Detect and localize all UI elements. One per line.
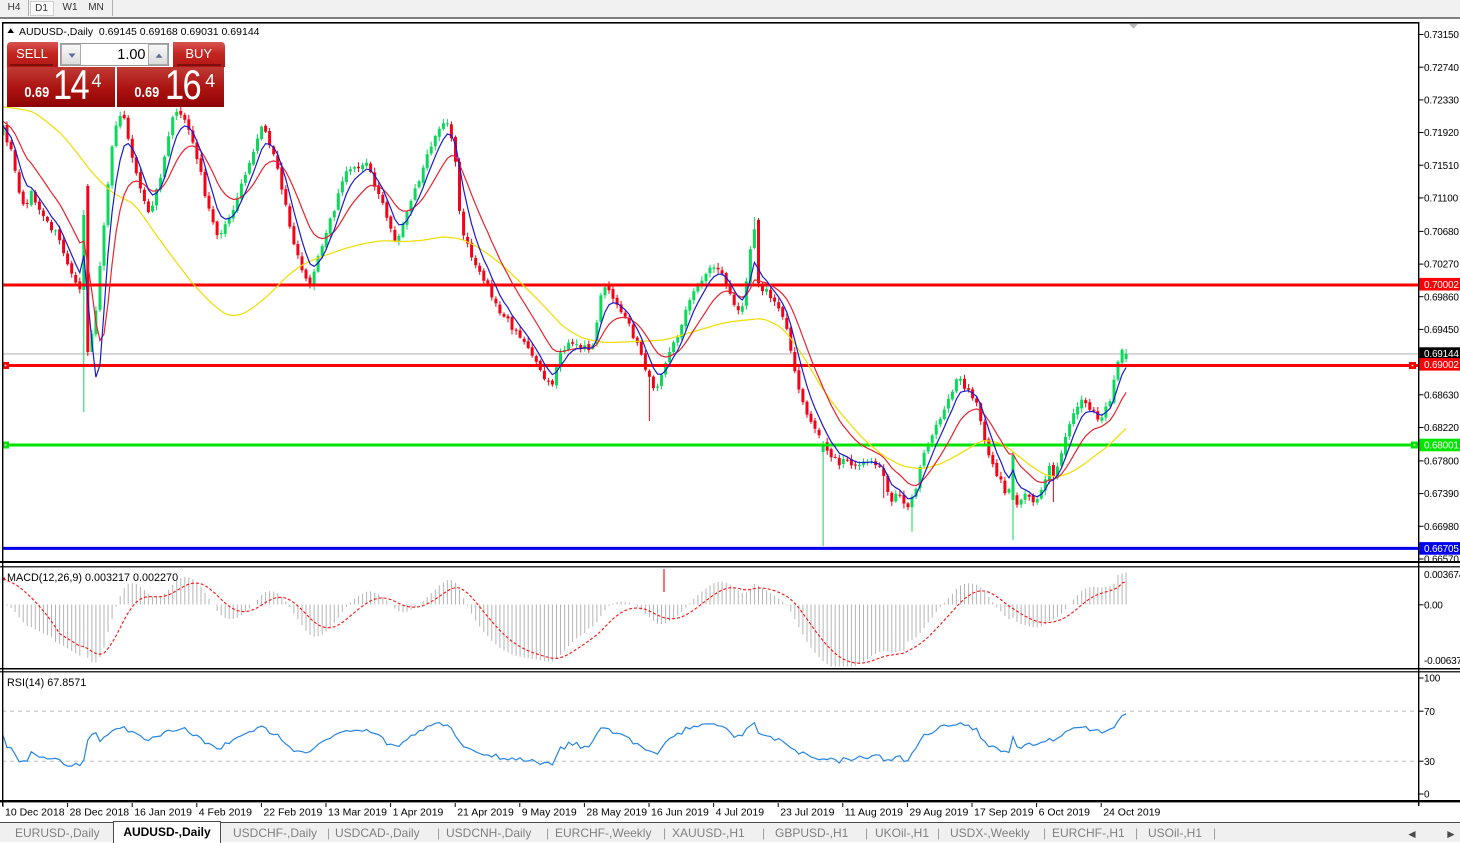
svg-text:0.67390: 0.67390	[1424, 489, 1459, 500]
svg-text:30: 30	[1424, 757, 1435, 768]
svg-text:6 Oct 2019: 6 Oct 2019	[1039, 807, 1091, 819]
svg-text:0.69002: 0.69002	[1424, 360, 1459, 371]
svg-text:17 Sep 2019: 17 Sep 2019	[974, 807, 1034, 819]
svg-text:4 Feb 2019: 4 Feb 2019	[199, 807, 252, 819]
svg-text:9 May 2019: 9 May 2019	[522, 807, 577, 819]
svg-text:0.70002: 0.70002	[1424, 280, 1459, 291]
svg-text:-0.006378: -0.006378	[1424, 656, 1460, 667]
svg-text:70: 70	[1424, 707, 1435, 718]
svg-text:0.68220: 0.68220	[1424, 423, 1459, 434]
svg-text:0: 0	[1424, 790, 1430, 801]
svg-text:0.71510: 0.71510	[1424, 161, 1459, 172]
svg-text:0.68001: 0.68001	[1424, 441, 1459, 452]
svg-text:0.66570: 0.66570	[1424, 555, 1459, 566]
svg-text:24 Oct 2019: 24 Oct 2019	[1103, 807, 1160, 819]
svg-text:0.68630: 0.68630	[1424, 390, 1459, 401]
svg-text:0.71100: 0.71100	[1424, 194, 1459, 205]
svg-text:13 Mar 2019: 13 Mar 2019	[328, 807, 387, 819]
svg-text:MACD(12,26,9) 0.003217 0.00227: MACD(12,26,9) 0.003217 0.002270	[7, 572, 178, 584]
svg-text:0.66980: 0.66980	[1424, 522, 1459, 533]
svg-text:28 Dec 2018: 28 Dec 2018	[70, 807, 130, 819]
svg-text:100: 100	[1424, 674, 1441, 685]
svg-text:0.71920: 0.71920	[1424, 128, 1459, 139]
svg-text:0.003674: 0.003674	[1424, 570, 1460, 581]
svg-text:0.70270: 0.70270	[1424, 260, 1459, 271]
svg-text:16 Jun 2019: 16 Jun 2019	[651, 807, 709, 819]
svg-text:0.00: 0.00	[1424, 600, 1443, 611]
svg-text:11 Aug 2019: 11 Aug 2019	[845, 807, 903, 819]
svg-text:0.72740: 0.72740	[1424, 63, 1459, 74]
svg-text:4 Jul 2019: 4 Jul 2019	[716, 807, 765, 819]
svg-text:0.72330: 0.72330	[1424, 96, 1459, 107]
svg-text:28 May 2019: 28 May 2019	[586, 807, 647, 819]
svg-text:0.69860: 0.69860	[1424, 292, 1459, 303]
svg-text:16 Jan 2019: 16 Jan 2019	[134, 807, 192, 819]
svg-text:RSI(14) 67.8571: RSI(14) 67.8571	[7, 677, 86, 689]
svg-text:0.73150: 0.73150	[1424, 30, 1459, 41]
svg-text:0.70680: 0.70680	[1424, 227, 1459, 238]
svg-text:AUDUSD-,Daily 0.69145 0.69168: AUDUSD-,Daily 0.69145 0.69168 0.69031 0.…	[19, 26, 260, 38]
svg-text:29 Aug 2019: 29 Aug 2019	[909, 807, 968, 819]
svg-text:0.67800: 0.67800	[1424, 457, 1459, 468]
svg-text:22 Feb 2019: 22 Feb 2019	[263, 807, 322, 819]
svg-text:21 Apr 2019: 21 Apr 2019	[457, 807, 514, 819]
svg-text:1 Apr 2019: 1 Apr 2019	[393, 807, 444, 819]
svg-text:0.66705: 0.66705	[1424, 544, 1459, 555]
svg-text:0.69450: 0.69450	[1424, 325, 1459, 336]
svg-text:23 Jul 2019: 23 Jul 2019	[780, 807, 834, 819]
svg-text:10 Dec 2018: 10 Dec 2018	[5, 807, 65, 819]
